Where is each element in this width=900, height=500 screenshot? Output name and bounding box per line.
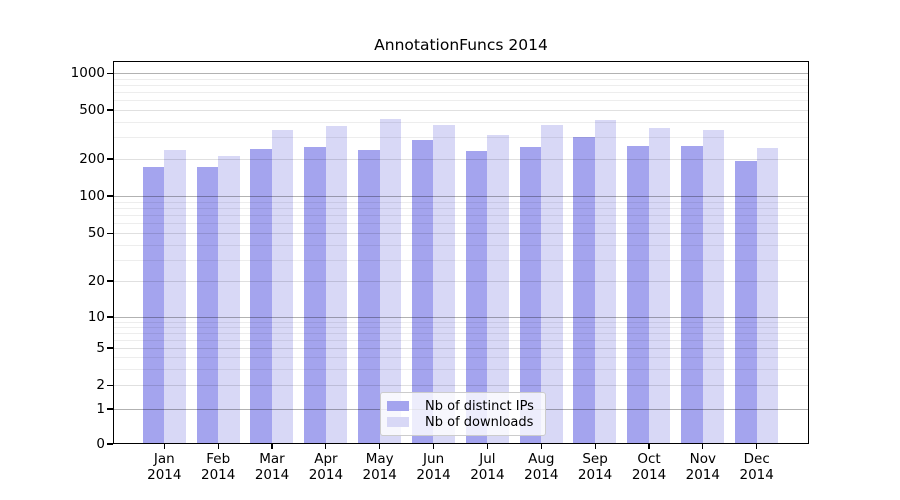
y-tick-label: 2 — [96, 377, 105, 393]
x-tick-mark — [271, 444, 273, 449]
x-tick-mark — [325, 444, 327, 449]
y-tick-mark — [107, 158, 113, 160]
bar-downloads-oct — [648, 128, 671, 443]
x-tick-label: Dec 2014 — [739, 451, 774, 483]
y-tick-label: 20 — [87, 272, 105, 289]
plot-area — [113, 61, 809, 444]
x-tick-label: Oct 2014 — [631, 451, 667, 483]
bars-layer — [114, 62, 808, 443]
bar-downloads-dec — [756, 148, 778, 443]
y-tick-label: 200 — [79, 150, 105, 167]
y-tick-mark — [107, 232, 113, 234]
x-tick-mark — [594, 444, 596, 449]
x-tick-mark — [756, 444, 758, 449]
y-tick-label: 10 — [87, 308, 105, 325]
bar-downloads-feb — [218, 155, 240, 443]
y-tick-mark — [107, 109, 113, 111]
y-tick-mark — [107, 280, 113, 282]
x-tick-label: May 2014 — [362, 451, 397, 483]
x-tick-mark — [432, 444, 435, 449]
bar-distinct-ips-aug — [519, 146, 542, 443]
x-tick-mark — [217, 444, 219, 449]
legend-label-downloads: Nb of downloads — [425, 414, 534, 430]
bar-distinct-ips-jul — [465, 150, 488, 443]
y-tick-label: 0 — [96, 435, 105, 452]
bar-downloads-sep — [594, 119, 617, 443]
y-tick-mark — [107, 408, 113, 410]
y-tick-mark — [107, 316, 113, 318]
x-tick-mark — [702, 444, 704, 449]
y-tick-label: 1 — [96, 400, 105, 417]
x-tick-mark — [379, 444, 381, 449]
bar-distinct-ips-nov — [681, 146, 703, 443]
y-tick-mark — [107, 347, 113, 349]
bar-distinct-ips-jun — [411, 139, 434, 443]
x-tick-label: Nov 2014 — [685, 451, 720, 483]
bar-distinct-ips-feb — [196, 166, 218, 443]
x-tick-label: Jan 2014 — [147, 451, 182, 483]
bar-downloads-jan — [164, 150, 186, 443]
bar-downloads-aug — [541, 124, 563, 443]
legend-swatch-downloads — [387, 417, 409, 427]
y-tick-label: 100 — [79, 187, 105, 204]
bar-distinct-ips-oct — [627, 145, 649, 443]
y-tick-label: 1000 — [70, 65, 105, 81]
legend-entry-downloads: Nb of downloads — [387, 414, 537, 430]
x-tick-mark — [540, 444, 542, 449]
x-tick-label: Sep 2014 — [577, 451, 613, 483]
y-tick-label: 50 — [87, 224, 105, 241]
bar-distinct-ips-dec — [735, 160, 757, 443]
legend-swatch-distinct-ips — [387, 401, 409, 411]
y-tick-mark — [107, 195, 113, 197]
x-tick-label: Jul 2014 — [470, 451, 505, 483]
chart-title: AnnotationFuncs 2014 — [374, 36, 548, 54]
x-tick-label: Apr 2014 — [308, 451, 344, 483]
y-tick-label: 5 — [96, 339, 105, 356]
x-tick-label: Mar 2014 — [254, 451, 290, 483]
bar-downloads-apr — [325, 125, 348, 443]
bar-downloads-jun — [433, 125, 455, 443]
bar-downloads-may — [379, 118, 401, 443]
bar-distinct-ips-may — [358, 149, 380, 443]
legend-label-distinct-ips: Nb of distinct IPs — [425, 398, 534, 414]
bar-distinct-ips-mar — [250, 148, 272, 443]
bar-downloads-mar — [271, 130, 294, 443]
y-tick-label: 500 — [79, 101, 105, 118]
bar-distinct-ips-sep — [573, 137, 595, 443]
bar-downloads-jul — [487, 134, 509, 443]
y-tick-mark — [107, 384, 113, 387]
bar-distinct-ips-jan — [142, 166, 165, 443]
x-tick-label: Feb 2014 — [201, 451, 236, 483]
legend: Nb of distinct IPs Nb of downloads — [380, 392, 546, 436]
y-tick-mark — [107, 72, 113, 75]
x-tick-mark — [163, 444, 165, 449]
x-tick-mark — [648, 444, 650, 449]
x-tick-mark — [486, 444, 488, 449]
x-tick-label: Jun 2014 — [416, 451, 451, 483]
legend-entry-distinct-ips: Nb of distinct IPs — [387, 398, 537, 414]
x-tick-label: Aug 2014 — [524, 451, 559, 483]
bar-distinct-ips-apr — [304, 147, 326, 443]
bar-downloads-nov — [702, 129, 725, 443]
y-tick-mark — [107, 443, 113, 445]
